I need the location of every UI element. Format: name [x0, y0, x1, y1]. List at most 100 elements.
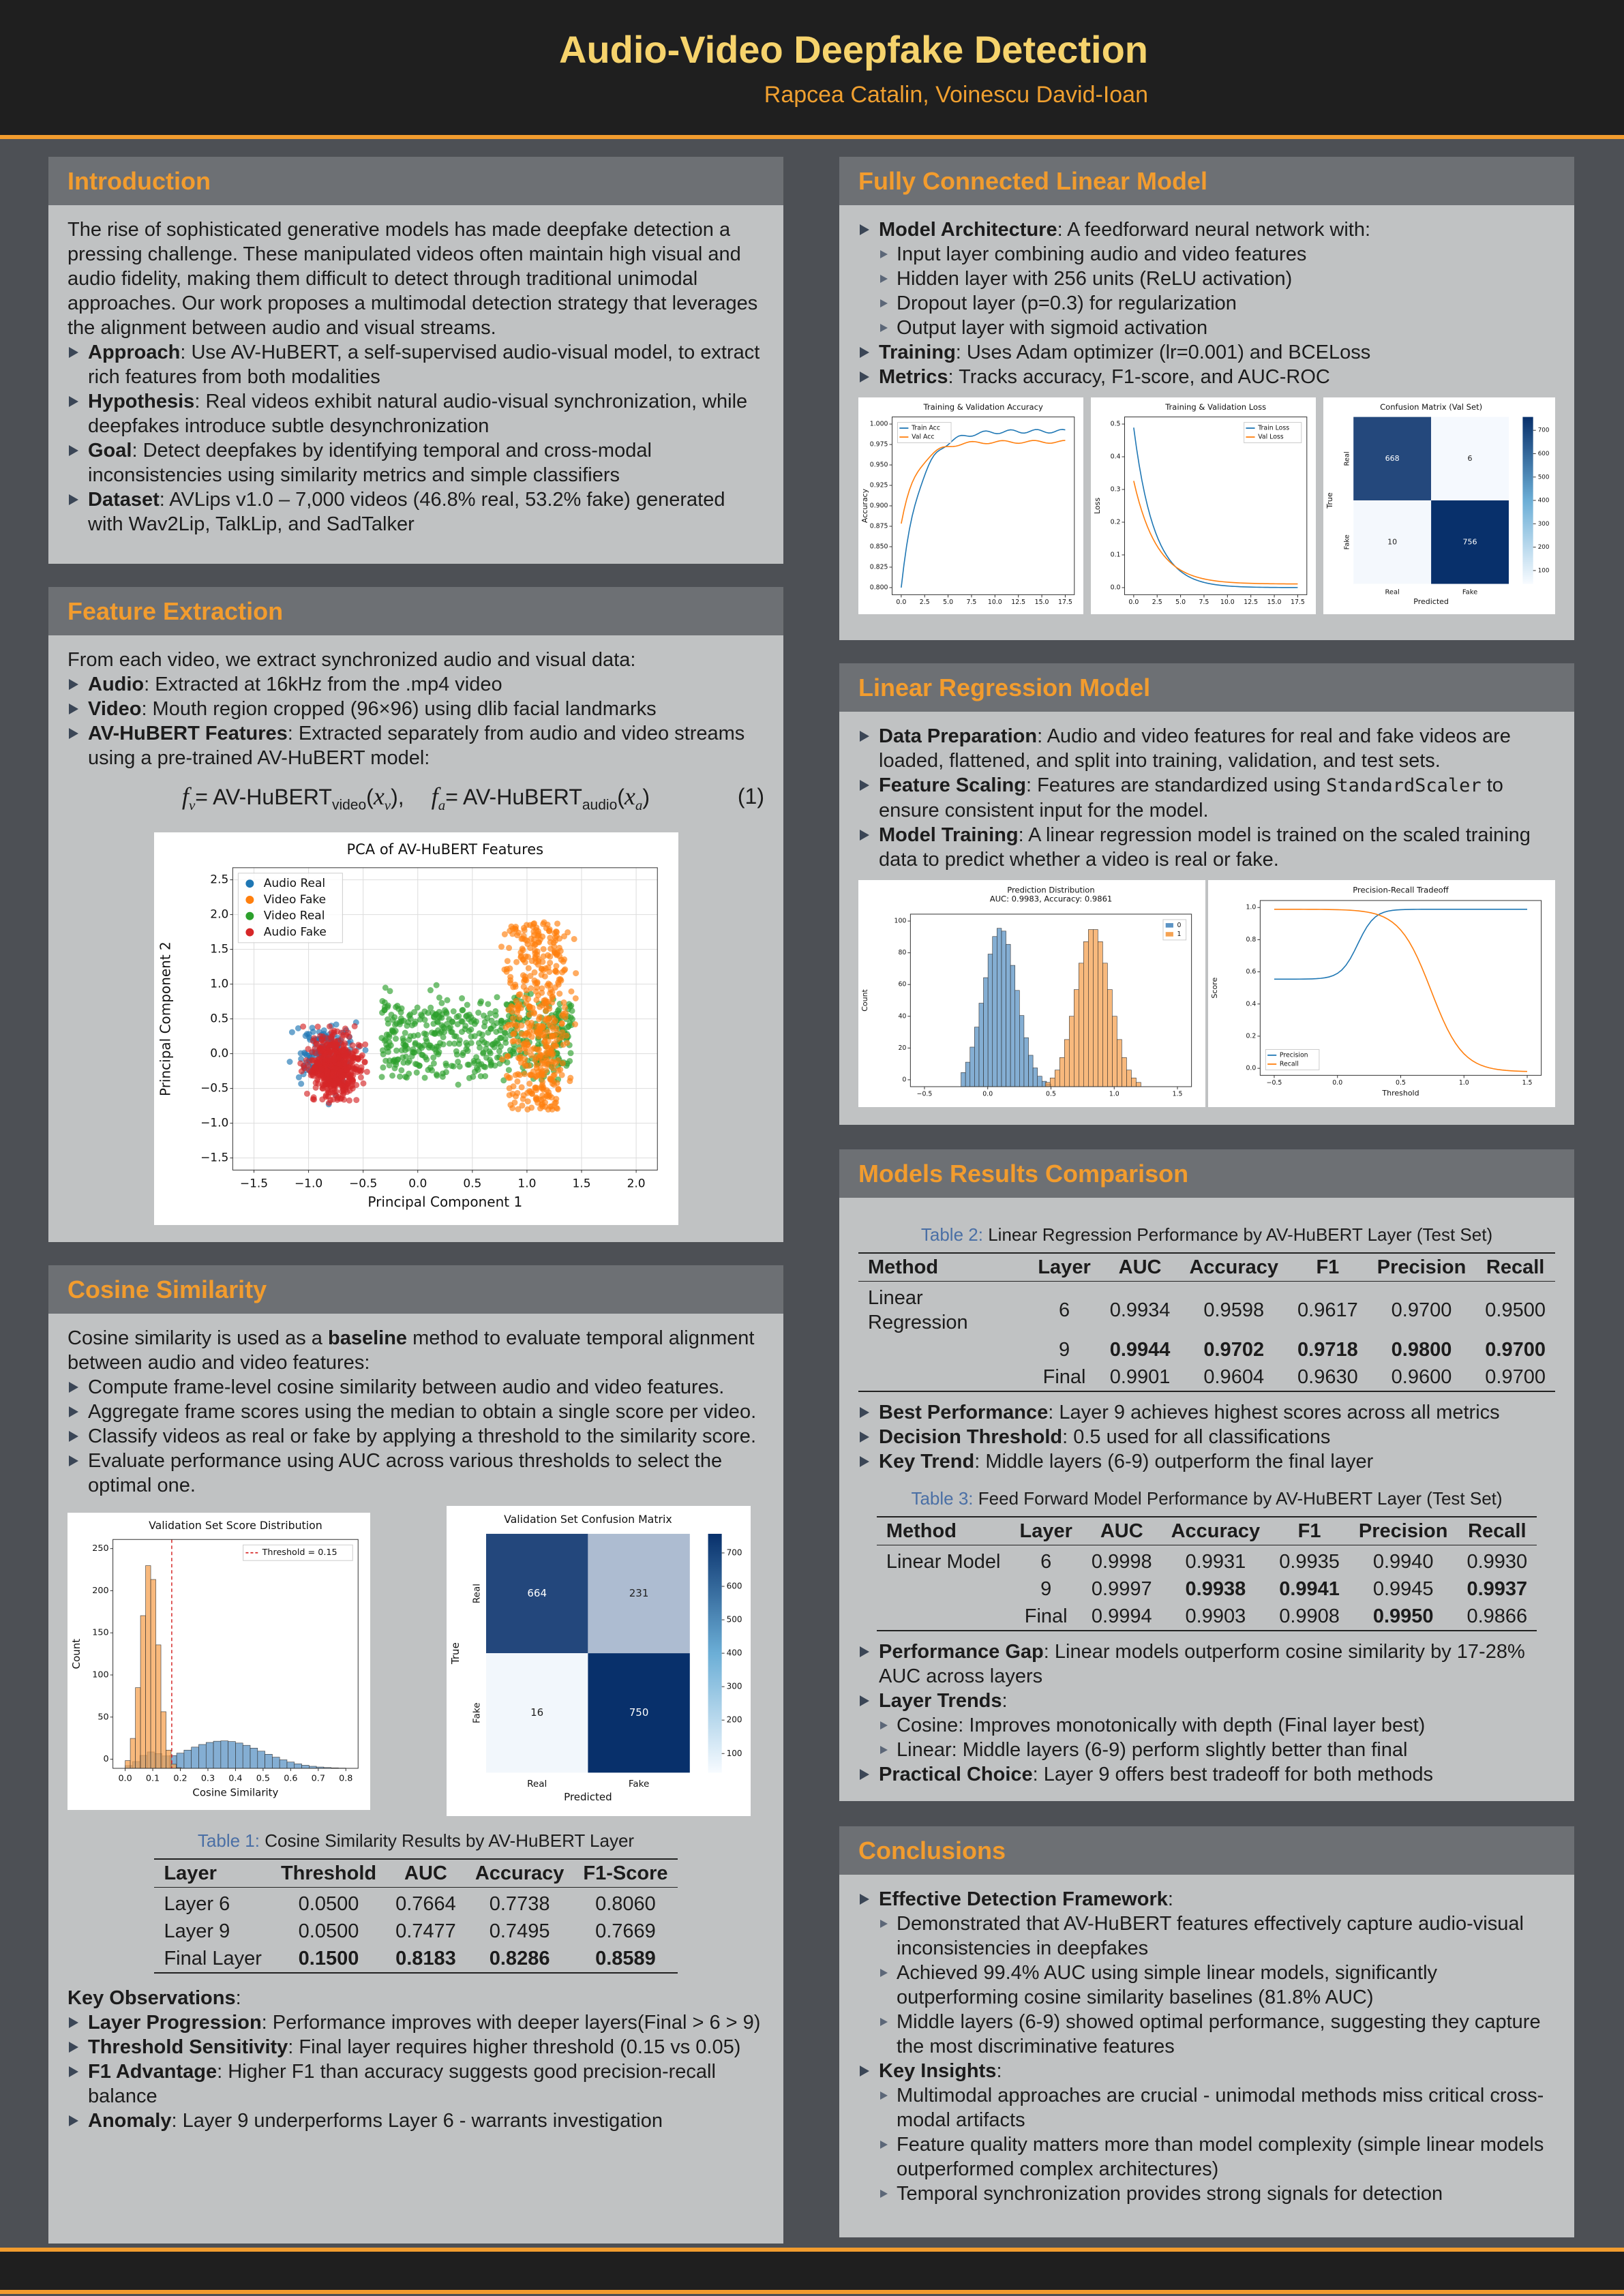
y-tick-label: Real	[1343, 451, 1351, 466]
x-tick-label: −0.5	[917, 1091, 933, 1098]
scatter-point	[297, 1081, 304, 1087]
scatter-point	[423, 1038, 430, 1045]
figure-row: Prediction Distribution AUC: 0.9983, Accu…	[858, 880, 1555, 1107]
math-text: )	[642, 785, 650, 809]
scatter-point	[344, 1089, 350, 1096]
scatter-point	[328, 1029, 335, 1036]
bullet: Goal: Detect deepfakes by identifying te…	[67, 438, 764, 487]
x-tick-label: 10.0	[988, 599, 1002, 606]
scatter-point	[453, 1014, 460, 1021]
scatter-point	[530, 928, 537, 935]
scatter-point	[505, 945, 512, 952]
x-tick-label: 1.5	[1173, 1091, 1183, 1098]
x-tick-label: 0.5	[256, 1773, 270, 1783]
scatter-point	[421, 1008, 427, 1015]
scatter-point	[303, 1091, 310, 1098]
scatter-point	[332, 1066, 339, 1072]
y-tick-label: 50	[97, 1712, 108, 1722]
cell-label: 668	[1385, 454, 1400, 463]
scatter-point	[554, 920, 560, 927]
scatter-point	[526, 973, 533, 980]
scatter-point	[484, 1001, 491, 1008]
table-cell: 0.9944	[1109, 1339, 1171, 1361]
figure: Training & Validation Accuracy Accuracy 0.…	[858, 397, 1083, 614]
bullet: Dropout layer (p=0.3) for regularization	[879, 291, 1555, 316]
colorbar-tick-label: 400	[1538, 498, 1550, 504]
scatter-point	[567, 1050, 574, 1057]
figure: Precision-Recall Tradeoff Threshold Score −…	[1208, 880, 1555, 1107]
hist-bar	[1079, 963, 1084, 1087]
scatter-point	[524, 1098, 531, 1105]
scatter-point	[459, 1052, 466, 1059]
table-cell: 0.8589	[595, 1948, 656, 1969]
hist-bar	[1028, 1055, 1034, 1087]
math-sub: audio	[582, 797, 618, 813]
figure-title: Precision-Recall Tradeoff	[1353, 885, 1449, 894]
scatter-point	[389, 1072, 395, 1079]
text: : A linear regression model is trained o…	[879, 824, 1531, 871]
y-tick-label: Fake	[1343, 534, 1351, 549]
bold-text: Effective Detection Framework	[879, 1888, 1168, 1910]
hist-bar	[286, 1762, 295, 1769]
bullet: Approach: Use AV-HuBERT, a self-supervis…	[67, 340, 764, 389]
scatter-point	[304, 1062, 311, 1069]
scatter-point	[457, 1018, 464, 1025]
bullet: Hidden layer with 256 units (ReLU activa…	[879, 267, 1555, 291]
scatter-point	[411, 1041, 418, 1048]
scatter-point	[476, 1030, 483, 1037]
scatter-point	[463, 1012, 470, 1019]
hist-bar	[1014, 990, 1020, 1087]
scatter-point	[468, 1018, 475, 1025]
x-tick-label: 0.4	[228, 1773, 242, 1783]
scatter-point	[526, 945, 533, 952]
scatter-point	[295, 1074, 302, 1081]
x-tick-label: −1.5	[239, 1177, 267, 1191]
scatter-point	[363, 1069, 370, 1076]
scatter-point	[394, 1056, 401, 1063]
table-cell: Final	[1024, 1605, 1068, 1627]
text: Cosine similarity is used as a	[67, 1327, 328, 1349]
y-tick-label: 150	[92, 1628, 108, 1638]
scatter-point	[549, 993, 556, 1000]
hist-bar	[1059, 1057, 1065, 1087]
scatter-point	[341, 1053, 348, 1060]
scatter-point	[357, 1074, 364, 1081]
text: Feature quality matters more than model …	[897, 2134, 1544, 2180]
bullet: Video: Mouth region cropped (96×96) usin…	[67, 697, 764, 721]
text: :	[996, 2060, 1002, 2082]
curve	[1133, 427, 1298, 588]
scatter-point	[450, 1063, 457, 1070]
bold-text: Feature Scaling	[879, 774, 1026, 796]
scatter-point	[545, 928, 552, 935]
scatter-point	[464, 1061, 471, 1068]
y-tick-label: 60	[898, 981, 906, 988]
y-axis-label: Accuracy	[860, 488, 869, 523]
scatter-point	[550, 939, 557, 946]
scatter-point	[475, 1067, 481, 1074]
header-cell: Precision	[1377, 1256, 1467, 1278]
matrix-cell	[1431, 500, 1509, 584]
text: to ensure consistent input for the model…	[879, 774, 1503, 821]
scatter-point	[400, 1059, 406, 1066]
scatter-point	[297, 1060, 303, 1067]
table-cell: 0.0500	[298, 1893, 359, 1915]
y-axis-label: Count	[860, 988, 869, 1011]
text: : Performance improves with deeper layer…	[261, 2012, 761, 2034]
scatter-point	[539, 1100, 545, 1107]
scatter-point	[288, 1029, 295, 1036]
y-tick-label: 0.0	[1111, 584, 1121, 591]
scatter-point	[532, 1073, 539, 1080]
scatter-point	[552, 1018, 558, 1025]
y-tick-label: Real	[471, 1584, 482, 1603]
scatter-point	[378, 1074, 385, 1081]
table-cell: Linear Model	[886, 1551, 1001, 1573]
equation-number: (1)	[737, 784, 764, 809]
scatter-point	[553, 1105, 560, 1112]
scatter-point	[396, 1021, 403, 1028]
scatter-point	[352, 1048, 359, 1055]
table-cell	[858, 1363, 1028, 1391]
scatter-point	[560, 956, 567, 963]
y-tick-label: 1.0	[1246, 904, 1256, 911]
paragraph: Key Observations:	[67, 1986, 764, 2010]
figure: Confusion Matrix (Val Set) Predicted True 6…	[1323, 397, 1555, 614]
